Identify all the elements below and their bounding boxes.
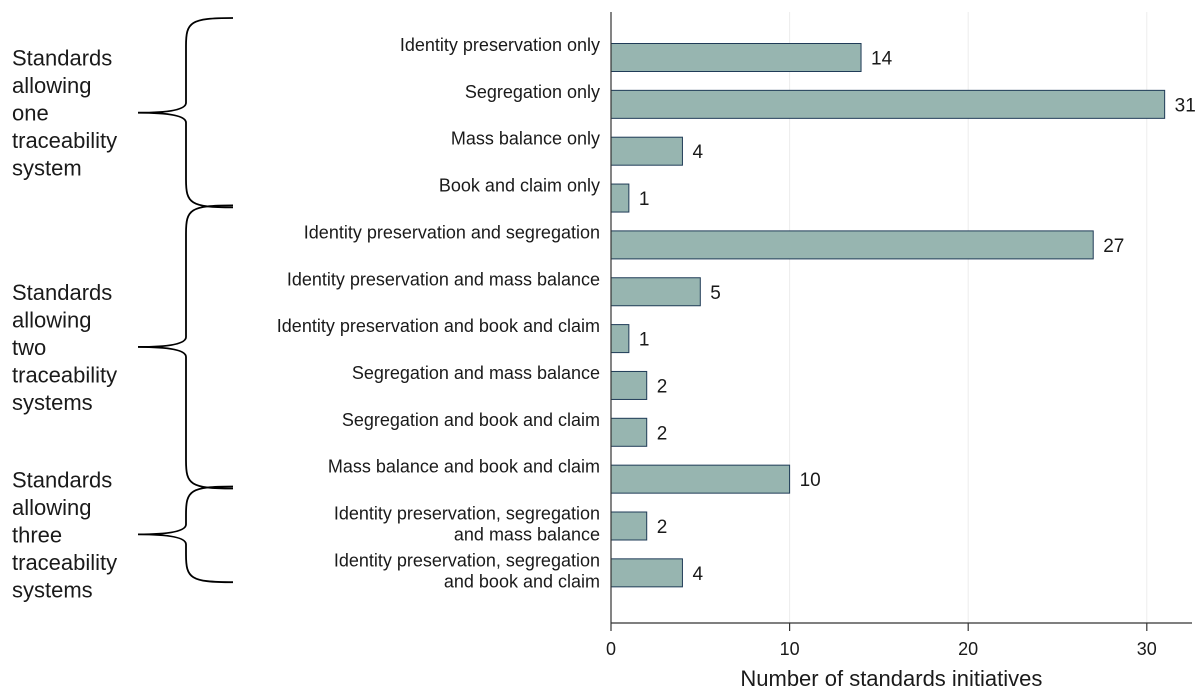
group-label: Standards allowing two traceability systems: [12, 280, 117, 415]
group-label: Standards allowing one traceability system: [12, 46, 117, 181]
bar: [610, 183, 630, 213]
bar-value-label: 27: [1103, 236, 1124, 257]
category-label: Identity preservation, segregation and bo…: [334, 550, 600, 591]
x-tick-label: 10: [780, 639, 800, 659]
bar: [610, 558, 683, 588]
category-label: Mass balance only: [451, 129, 600, 149]
category-label: Segregation and mass balance: [352, 363, 600, 383]
category-label: Mass balance and book and claim: [328, 457, 600, 477]
category-label: Identity preservation and book and claim: [277, 316, 600, 336]
bar-value-label: 31: [1175, 95, 1196, 116]
value-labels: 14 31 4 1 27 5 1 2 2 10 2 4: [639, 49, 1196, 585]
bar: [610, 136, 683, 166]
bar-value-label: 1: [639, 189, 650, 210]
bar-value-label: 10: [800, 470, 821, 491]
category-label: Identity preservation, segregation and ma…: [334, 504, 600, 545]
bar-value-label: 2: [657, 423, 668, 444]
x-tick-label: 0: [606, 639, 616, 659]
category-groups: Standards allowing one traceability system St…: [12, 17, 234, 602]
bar: [610, 370, 648, 400]
group-label: Standards allowing three traceability system…: [12, 467, 117, 602]
category-labels: Identity preservation only Segregation on…: [277, 35, 600, 591]
category-label: Identity preservation and segregation: [304, 222, 600, 242]
group-brace: [137, 485, 234, 584]
bar-value-label: 14: [871, 49, 893, 70]
bar: [610, 417, 648, 447]
bar-value-label: 2: [657, 376, 668, 397]
bar-value-label: 4: [692, 564, 703, 585]
bar: [610, 464, 791, 494]
x-axis-title: Number of standards initiatives: [740, 666, 1042, 691]
x-axis-ticks: 0 10 20 30: [606, 623, 1157, 659]
x-tick-label: 20: [958, 639, 978, 659]
x-tick-label: 30: [1137, 639, 1157, 659]
bar: [610, 89, 1166, 119]
category-label: Segregation only: [465, 82, 600, 102]
bars: [610, 43, 1166, 588]
bar-value-label: 5: [710, 283, 721, 304]
bar: [610, 230, 1094, 260]
axes: [610, 12, 1192, 624]
group-brace: [137, 17, 234, 209]
category-label: Segregation and book and claim: [342, 410, 600, 430]
bar: [610, 324, 630, 354]
category-label: Identity preservation and mass balance: [287, 269, 600, 289]
category-label: Book and claim only: [439, 176, 600, 196]
bar-value-label: 2: [657, 517, 668, 538]
bar: [610, 43, 862, 72]
category-label: Identity preservation only: [400, 35, 600, 55]
bar-value-label: 1: [639, 330, 650, 351]
bar: [610, 511, 648, 541]
bar-value-label: 4: [692, 142, 703, 163]
group-brace: [137, 204, 234, 490]
bar: [610, 277, 701, 307]
